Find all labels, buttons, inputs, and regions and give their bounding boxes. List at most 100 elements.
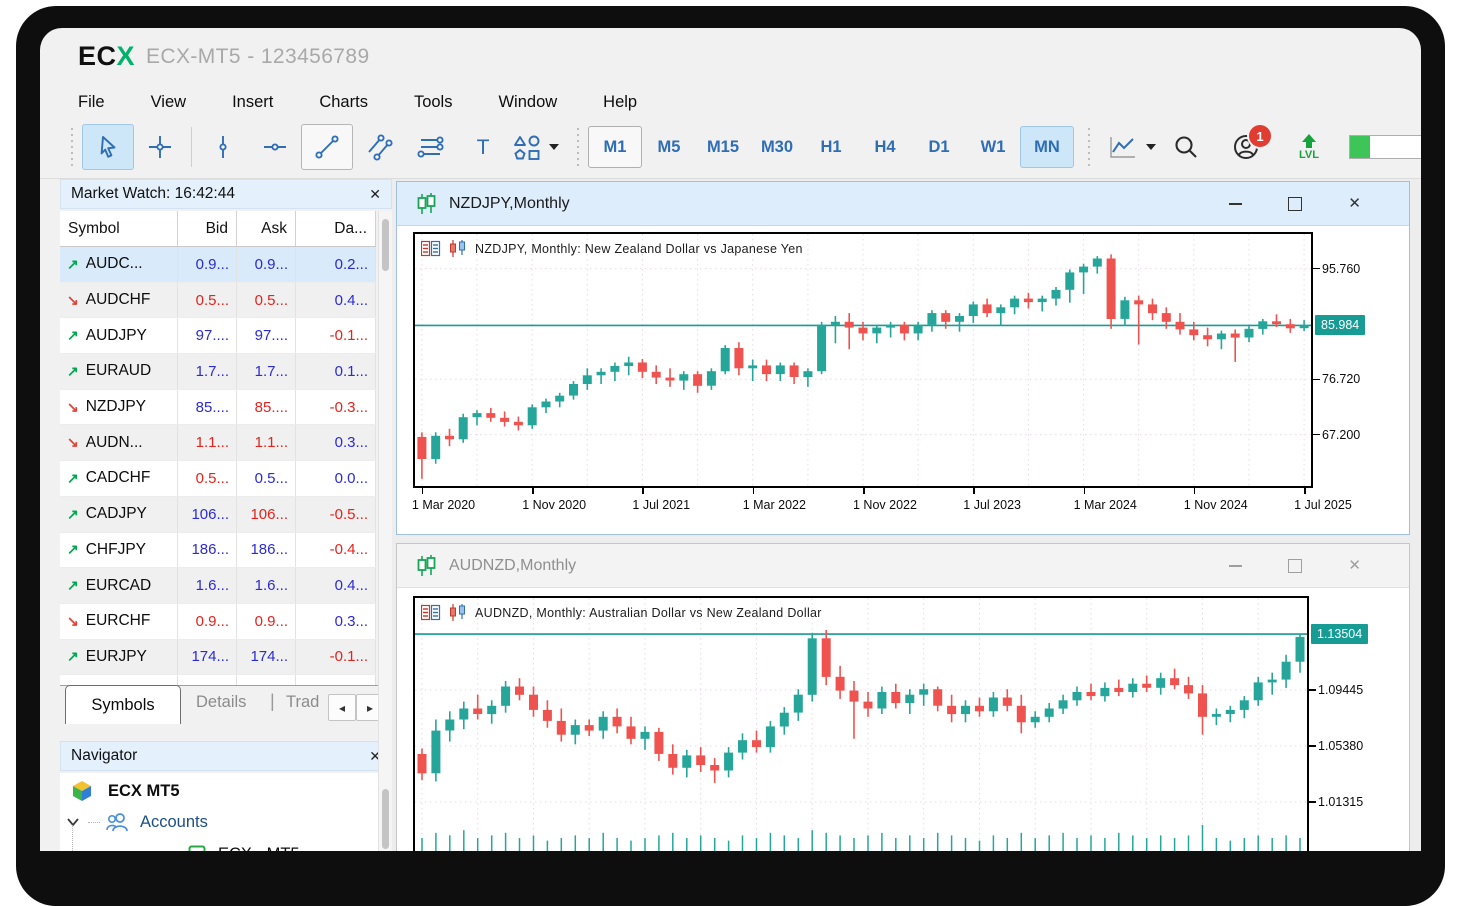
symbol-label: CHFJPY [86, 541, 146, 559]
ask-cell: 174... [237, 640, 296, 675]
drag-handle[interactable] [575, 128, 581, 166]
market-watch-row-chfjpy[interactable]: ↗CHFJPY186...186...-0.4... [60, 533, 376, 569]
bid-cell: 85.... [178, 390, 237, 425]
column-header-bid[interactable]: Bid [178, 211, 237, 246]
symbol-cell: ↗CHFJPY [60, 533, 178, 568]
lvl-button[interactable]: LVL [1285, 124, 1333, 170]
chart-canvas-audnzd[interactable] [415, 598, 1307, 851]
timeframe-m1[interactable]: M1 [588, 126, 642, 168]
tab-symbols[interactable]: Symbols [65, 685, 181, 724]
market-watch-row-audjpy[interactable]: ↗AUDJPY97....97....-0.1... [60, 318, 376, 354]
chart-canvas-nzdjpy[interactable] [415, 234, 1311, 486]
tab-details[interactable]: Details [196, 693, 246, 712]
symbol-cell: ↘NZDJPY [60, 390, 178, 425]
timeframe-d1[interactable]: D1 [912, 126, 966, 168]
chart-content: NZDJPY, Monthly: New Zealand Dollar vs J… [397, 226, 1409, 534]
search-button[interactable] [1163, 125, 1209, 169]
symbol-cell: ↘AUDCHF [60, 283, 178, 318]
market-watch-row-audc[interactable]: ↗AUDC...0.9...0.9...0.2... [60, 247, 376, 283]
tab-scroll-left-button[interactable]: ◂ [328, 694, 356, 721]
price-tick [1313, 434, 1320, 436]
market-watch-row-eurjpy[interactable]: ↗EURJPY174...174...-0.1... [60, 640, 376, 676]
chart-plot-audnzd[interactable] [413, 596, 1309, 851]
bid-cell: 0.5... [178, 283, 237, 318]
navigator-item-accounts[interactable]: Accounts [66, 807, 208, 837]
scrollbar-thumb[interactable] [382, 219, 389, 271]
cursor-icon [93, 132, 123, 162]
chart-window-titlebar[interactable]: NZDJPY,Monthly ✕ [397, 182, 1409, 226]
chevron-down-icon[interactable] [66, 817, 80, 827]
market-watch-row-audn[interactable]: ↘AUDN...1.1...1.1...0.3... [60, 425, 376, 461]
chart-plot-nzdjpy[interactable] [413, 232, 1313, 488]
chart-window-titlebar[interactable]: AUDNZD,Monthly✕ [397, 544, 1409, 588]
navigator-item-label: ECX - MT5 [218, 845, 300, 852]
column-header-symbol[interactable]: Symbol [60, 211, 178, 246]
timeframe-m15[interactable]: M15 [696, 126, 750, 168]
text-button[interactable]: T [457, 124, 509, 170]
cursor-button[interactable] [82, 124, 134, 170]
close-button[interactable]: ✕ [1348, 195, 1361, 213]
close-icon[interactable]: ✕ [369, 187, 381, 201]
change-cell: -0.5... [296, 497, 376, 532]
title-bar: ECX ECX-MT5 - 123456789 [40, 28, 1421, 84]
equidistant-channel-button[interactable] [353, 124, 405, 170]
price-axis-label: 1.05380 [1318, 737, 1363, 755]
tab-trade[interactable]: Trad [286, 693, 326, 712]
symbol-cell: ↗AUDC... [60, 247, 178, 282]
navigator-header: Navigator ✕ [60, 741, 392, 771]
menu-help[interactable]: Help [603, 93, 637, 112]
column-header-da[interactable]: Da... [296, 211, 376, 246]
vertical-line-button[interactable] [197, 124, 249, 170]
market-watch-header: Market Watch: 16:42:44 ✕ [60, 179, 392, 209]
menu-charts[interactable]: Charts [319, 93, 368, 112]
trendline-button[interactable] [301, 124, 353, 170]
market-watch-row-eurchf[interactable]: ↘EURCHF0.9...0.9...0.3... [60, 604, 376, 640]
drag-handle[interactable] [69, 128, 75, 166]
timeframe-mn[interactable]: MN [1020, 126, 1074, 168]
symbol-label: EURCHF [86, 612, 151, 630]
chart-window-title: NZDJPY,Monthly [449, 195, 570, 213]
drag-handle[interactable] [1086, 128, 1092, 166]
minimize-button[interactable] [1229, 203, 1242, 205]
fibonacci-lines-button[interactable] [405, 124, 457, 170]
equidistant-channel-icon [364, 132, 394, 162]
crosshair-button[interactable] [134, 124, 186, 170]
timeframe-w1[interactable]: W1 [966, 126, 1020, 168]
shapes-button[interactable] [509, 124, 561, 170]
chart-type-button[interactable] [1099, 124, 1163, 170]
chart-symbol-description: NZDJPY, Monthly: New Zealand Dollar vs J… [421, 240, 803, 257]
scrollbar-thumb[interactable] [382, 789, 389, 849]
notifications-button[interactable]: 1 [1223, 125, 1269, 169]
timeframe-h1[interactable]: H1 [804, 126, 858, 168]
market-watch-row-euraud[interactable]: ↗EURAUD1.7...1.7...0.1... [60, 354, 376, 390]
bid-cell: 106... [178, 497, 237, 532]
lvl-label: LVL [1299, 149, 1319, 161]
maximize-button[interactable] [1288, 559, 1302, 573]
scrollbar[interactable] [378, 211, 392, 851]
market-watch-row-cadchf[interactable]: ↗CADCHF0.5...0.5...0.0... [60, 461, 376, 497]
market-watch-row-cadjpy[interactable]: ↗CADJPY106...106...-0.5... [60, 497, 376, 533]
menu-file[interactable]: File [78, 93, 105, 112]
timeframe-m5[interactable]: M5 [642, 126, 696, 168]
menu-window[interactable]: Window [498, 93, 557, 112]
timeframe-m30[interactable]: M30 [750, 126, 804, 168]
column-header-ask[interactable]: Ask [237, 211, 296, 246]
menu-view[interactable]: View [151, 93, 186, 112]
timeframe-h4[interactable]: H4 [858, 126, 912, 168]
minimize-button[interactable] [1229, 565, 1242, 567]
horizontal-line-button[interactable] [249, 124, 301, 170]
chevron-down-icon[interactable] [549, 144, 559, 150]
current-price-badge: 1.13504 [1311, 624, 1368, 644]
navigator-item-ecx-mt5[interactable]: ECX MT5 [70, 776, 180, 806]
menu-tools[interactable]: Tools [414, 93, 453, 112]
navigator-item-account[interactable]: ECX - MT5 [188, 839, 300, 851]
menu-insert[interactable]: Insert [232, 93, 273, 112]
chevron-down-icon[interactable] [1146, 144, 1156, 150]
arrow-down-icon: ↘ [67, 434, 79, 451]
close-button[interactable]: ✕ [1348, 557, 1361, 575]
market-watch-row-eurcad[interactable]: ↗EURCAD1.6...1.6...0.4... [60, 568, 376, 604]
market-watch-row-nzdjpy[interactable]: ↘NZDJPY85....85....-0.3... [60, 390, 376, 426]
market-watch-row-audchf[interactable]: ↘AUDCHF0.5...0.5...0.4... [60, 283, 376, 319]
maximize-button[interactable] [1288, 197, 1302, 211]
symbol-cell: ↗AUDJPY [60, 318, 178, 353]
